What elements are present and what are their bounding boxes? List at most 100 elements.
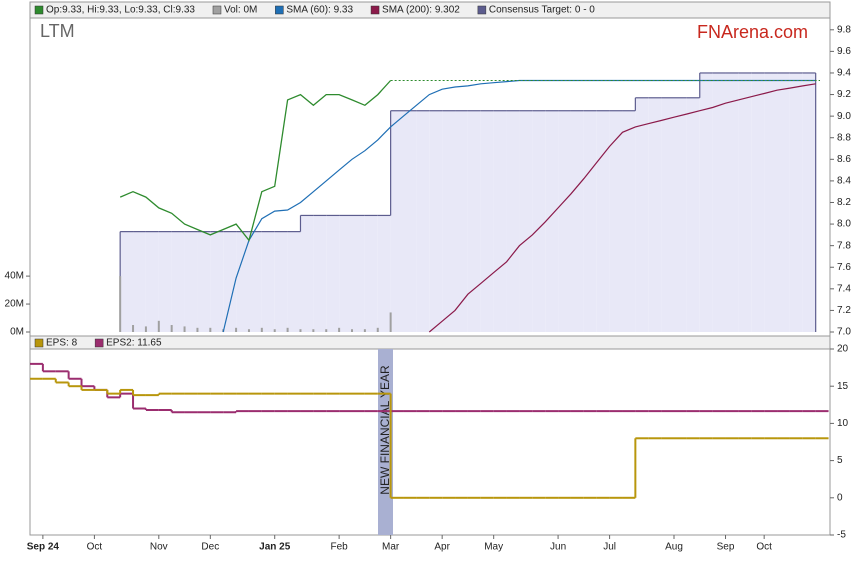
consensus-area [184,231,198,332]
volume-bar [376,327,379,332]
volume-bar [312,329,315,332]
consensus-area [120,231,134,332]
consensus-area [738,72,752,332]
consensus-area [377,215,391,332]
consensus-area [506,110,520,332]
y-tick-label: 9.8 [837,24,851,35]
consensus-area [442,110,456,332]
x-tick-label: Jan 25 [259,542,291,553]
consensus-area [313,215,327,332]
consensus-area [609,110,623,332]
legend-swatch [275,5,284,15]
y-tick-label: 9.2 [837,89,851,100]
consensus-area [583,110,597,332]
legend-label: SMA (200): 9.302 [382,5,460,16]
x-tick-label: Nov [150,542,168,553]
y-tick-label: 9.0 [837,111,851,122]
volume-bar [170,325,173,332]
volume-bar [286,327,289,332]
legend-swatch [370,5,380,15]
x-tick-label: Mar [382,542,400,553]
y-tick-label: 10 [837,418,849,429]
volume-bar [389,312,392,332]
consensus-area [429,110,443,332]
consensus-area [725,72,739,332]
volume-bar [273,329,276,332]
legend-label: EPS2: 11.65 [106,338,162,349]
volume-bar [157,320,160,332]
consensus-area [789,72,803,332]
y2-tick-label: 0M [10,327,24,338]
volume-bar [260,327,263,332]
x-tick-label: Aug [665,542,683,553]
price-plot [119,72,820,333]
legend-label: EPS: 8 [46,338,78,349]
consensus-area [274,231,288,332]
volume-bar [338,327,341,332]
y-tick-label: 20 [837,344,849,355]
x-tick-label: Oct [87,542,103,553]
volume-bar [183,326,186,332]
legend-bar [29,1,831,19]
consensus-area [210,231,224,332]
y-tick-label: 0 [837,492,843,503]
legend-bar [29,335,831,350]
consensus-area [352,215,365,332]
x-tick-label: Dec [201,542,219,553]
y-tick-label: 7.0 [837,327,851,338]
consensus-area [480,110,494,332]
ticker: LTM [40,21,75,41]
eps-plot [30,362,829,499]
consensus-area [339,215,352,332]
financial-year-band [378,349,393,535]
series-line [428,83,816,333]
volume-bar [209,327,212,332]
consensus-area [532,110,546,332]
legend-label: Consensus Target: 0 - 0 [489,5,595,16]
volume-bar [363,329,366,332]
x-tick-label: Jun [550,542,566,553]
consensus-area [300,215,314,332]
x-tick-label: Sep 24 [27,542,60,553]
legend-label: Op:9.33, Hi:9.33, Lo:9.33, Cl:9.33 [46,5,195,16]
consensus-area [777,72,790,332]
volume-bar [132,325,135,332]
y-tick-label: 8.4 [837,176,851,187]
series-line [119,80,392,242]
x-tick-label: Jul [603,542,616,553]
consensus-area [596,110,610,332]
consensus-area [145,231,159,332]
y-tick-label: 8.6 [837,154,851,165]
legend-swatch [212,5,222,15]
y-tick-label: 15 [837,381,849,392]
volume-bar [119,276,122,332]
consensus-area [248,231,262,332]
y-tick-label: 9.6 [837,46,851,57]
y-tick-label: 7.4 [837,283,851,294]
consensus-area [158,231,172,332]
consensus-area [764,72,778,332]
x-tick-label: Apr [434,542,450,553]
consensus-area [699,72,713,332]
consensus-area [674,97,687,332]
volume-bar [299,329,302,332]
y2-tick-label: 20M [5,299,24,310]
y2-tick-label: 40M [5,271,24,282]
y-tick-label: 8.2 [837,197,851,208]
consensus-area [802,72,816,332]
consensus-area [712,72,726,332]
consensus-area [403,110,417,332]
consensus-area [364,215,378,332]
consensus-area [686,97,700,332]
volume-bar [235,327,238,332]
consensus-area [570,110,584,332]
y-tick-label: 7.2 [837,305,851,316]
y-tick-label: -5 [837,530,846,541]
x-tick-label: Oct [756,542,772,553]
consensus-area [622,110,636,332]
x-tick-label: Feb [331,542,349,553]
y-tick-label: 9.4 [837,68,851,79]
volume-bar [144,326,147,332]
